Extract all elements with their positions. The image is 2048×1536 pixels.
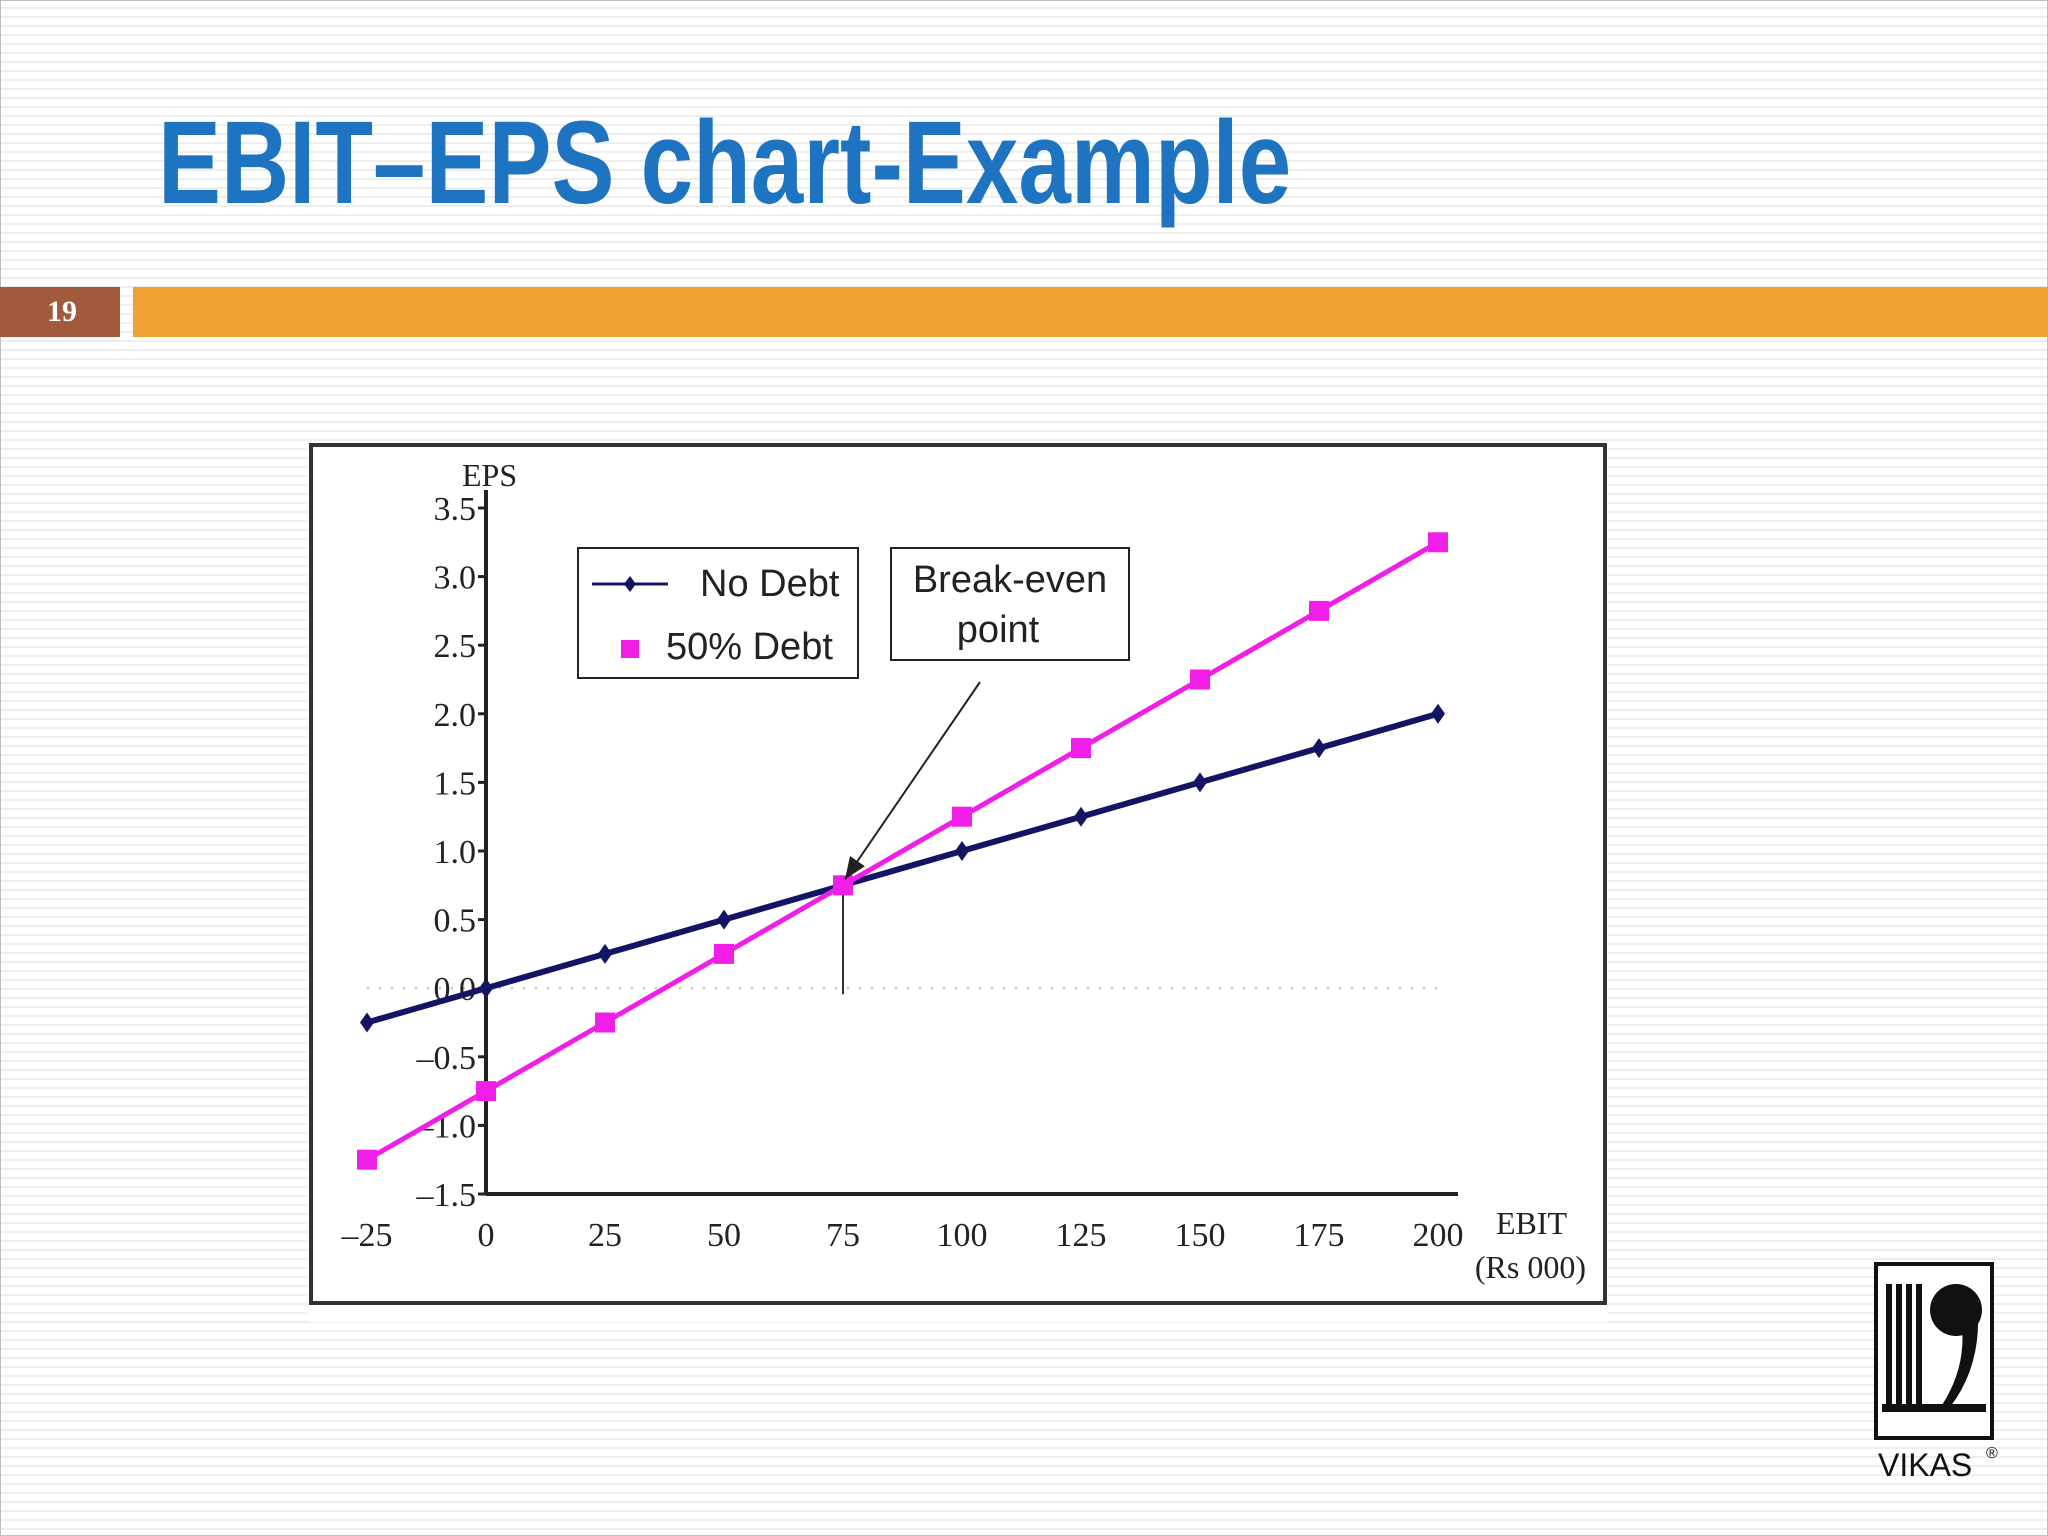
data-point-50-debt: [833, 875, 853, 896]
series-line-no-debt: [366, 710, 1439, 1026]
logo-registered-mark: ®: [1986, 1445, 1998, 1462]
annotation-arrow-line: [844, 681, 981, 880]
data-point-no-debt: [598, 943, 612, 964]
data-point-50-debt: [1309, 600, 1329, 621]
data-point-50-debt: [1071, 738, 1091, 759]
x-tick-label: 175: [1294, 1217, 1345, 1254]
logo-text: VIKAS: [1878, 1447, 1972, 1482]
x-tick-label: 100: [937, 1217, 988, 1254]
annotation-arrow-head: [845, 856, 865, 880]
data-point-50-debt: [595, 1012, 615, 1033]
data-point-50-debt: [714, 943, 734, 964]
data-point-no-debt: [717, 909, 731, 930]
legend-no-debt-label: No Debt: [700, 563, 840, 605]
slide-number-box: 19: [0, 287, 120, 337]
series-markers: [357, 532, 1448, 1170]
series-lines: [365, 540, 1440, 1162]
legend: No Debt 50% Debt: [577, 547, 859, 679]
y-tick-label: 1.5: [434, 765, 477, 802]
legend-no-debt-marker: [624, 576, 636, 592]
y-axis-label: EPS: [462, 457, 517, 493]
chart-frame: –1.5 –1.0 –0.5 0.0 0.5 1.0 1.5 2.0 2.5 3.0 3.5 –25 0…: [308, 442, 1608, 1322]
series-line-50-debt: [365, 540, 1440, 1162]
y-tick-label: 0.5: [434, 903, 477, 940]
data-point-50-debt: [952, 806, 972, 827]
data-point-no-debt: [1193, 772, 1207, 793]
slide-number: 19: [47, 295, 77, 328]
x-tick-label: 50: [707, 1217, 741, 1254]
annotation-box: [890, 547, 1130, 661]
x-tick-label: 75: [826, 1217, 860, 1254]
annotation-line2: point: [957, 609, 1040, 651]
y-tick-label: 2.0: [434, 697, 477, 734]
x-tick-label: 125: [1056, 1217, 1107, 1254]
y-tick-label: 3.5: [434, 491, 477, 528]
legend-50-debt-label: 50% Debt: [666, 626, 833, 668]
y-tick-label: 2.5: [434, 628, 477, 665]
slide-title: EBIT–EPS chart-Example: [158, 97, 1292, 229]
data-point-no-debt: [1074, 806, 1088, 827]
x-tick-label: 0: [478, 1217, 495, 1254]
break-even-annotation: Break-even point: [844, 547, 1130, 880]
y-tick-label: –1.5: [416, 1177, 477, 1214]
x-tick-label: 200: [1413, 1217, 1464, 1254]
x-tick-label: 25: [588, 1217, 622, 1254]
data-point-no-debt: [955, 841, 969, 861]
x-tick-label: –25: [341, 1217, 393, 1254]
data-point-50-debt: [1428, 532, 1448, 553]
data-point-no-debt: [360, 1012, 374, 1033]
annotation-line1: Break-even: [913, 559, 1107, 601]
data-point-no-debt: [1312, 738, 1326, 759]
ebit-eps-chart: –1.5–1.0–0.50.00.51.01.52.02.53.03.5–25 0…: [309, 443, 1607, 1305]
y-tick-label: –0.5: [416, 1040, 477, 1077]
data-point-50-debt: [1190, 669, 1210, 690]
data-point-no-debt: [1431, 703, 1445, 724]
accent-bar: [133, 287, 2048, 337]
y-tick-label: 1.0: [434, 834, 477, 871]
data-point-50-debt: [476, 1081, 496, 1102]
legend-50-debt-marker: [621, 640, 639, 658]
data-point-50-debt: [357, 1149, 377, 1170]
data-point-no-debt: [479, 978, 493, 999]
vikas-logo: VIKAS ®: [1874, 1262, 1998, 1482]
y-tick-label: 3.0: [434, 560, 477, 597]
x-axis-unit-label: (Rs 000): [1475, 1249, 1586, 1285]
x-tick-label: 150: [1175, 1217, 1226, 1254]
x-axis-label: EBIT: [1496, 1205, 1568, 1241]
